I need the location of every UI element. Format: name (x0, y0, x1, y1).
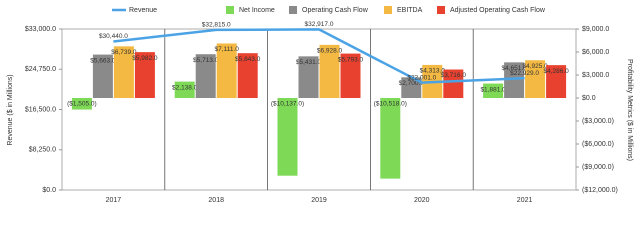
y-tick-label: $0.0 (42, 187, 56, 194)
bar (71, 98, 92, 110)
bar (216, 43, 237, 98)
y2-tick-label: ($9,000.0) (582, 164, 614, 171)
bar-value-label: ($10,137.0) (271, 101, 304, 108)
bar (504, 62, 525, 98)
legend-label: Revenue (129, 7, 157, 14)
y2-tick-label: ($6,000.0) (582, 141, 614, 148)
bar (237, 53, 258, 98)
legend-label: Operating Cash Flow (302, 7, 369, 14)
bar (546, 65, 567, 98)
legend-swatch (226, 6, 234, 14)
bar-value-label: $5,431.0 (296, 59, 322, 66)
bar (298, 56, 319, 98)
y-tick-label: $33,000.0 (25, 26, 56, 33)
bar-value-label: $4,286.0 (543, 68, 569, 75)
bar-value-label: $6,739.0 (111, 49, 137, 56)
x-tick-label: 2020 (414, 197, 430, 204)
y-axis-title: Revenue ($ in Millions) (7, 74, 14, 145)
x-tick-label: 2021 (517, 197, 533, 204)
bar-value-label: $4,651.0 (501, 65, 527, 72)
bar-value-label: $6,928.0 (317, 48, 343, 55)
y2-tick-label: $9,000.0 (582, 26, 609, 33)
bar (380, 98, 401, 179)
bar (134, 52, 155, 98)
y2-axis-title: Profitability Metrics ($ in Millions) (626, 59, 633, 161)
bar-value-label: $2,138.0 (172, 84, 198, 91)
bar (195, 54, 216, 98)
legend-swatch (289, 6, 297, 14)
bar-value-label: ($1,505.0) (67, 101, 97, 108)
line-value-label: $32,815.0 (202, 22, 231, 29)
bar-value-label: $7,111.0 (215, 46, 240, 53)
bar (92, 54, 113, 98)
x-tick-label: 2018 (208, 197, 224, 204)
y2-tick-label: ($3,000.0) (582, 118, 614, 125)
legend-swatch (437, 6, 445, 14)
bar (174, 81, 195, 98)
bar-value-label: $5,713.0 (193, 57, 219, 64)
y-tick-label: $8,250.0 (29, 147, 56, 154)
line-value-label: $22,929.0 (510, 70, 539, 77)
legend-label: EBITDA (397, 7, 423, 14)
bar-value-label: $4,313.0 (420, 68, 446, 75)
line (113, 28, 525, 84)
bar (483, 83, 504, 98)
bar-value-label: $5,793.0 (338, 56, 364, 63)
legend-label: Net Income (239, 7, 275, 14)
x-tick-label: 2017 (106, 197, 122, 204)
y-tick-label: $16,500.0 (25, 106, 56, 113)
line-value-label: $32,917.0 (305, 21, 334, 28)
x-tick-label: 2019 (311, 197, 327, 204)
bar-value-label: ($10,518.0) (374, 101, 407, 108)
bar-value-label: $5,843.0 (235, 56, 261, 63)
y2-tick-label: $6,000.0 (582, 49, 609, 56)
bar-value-label: $5,982.0 (132, 55, 158, 62)
bar (277, 98, 298, 176)
bar-value-label: $3,716.0 (441, 72, 467, 79)
y2-tick-label: $3,000.0 (582, 72, 609, 79)
bar-value-label: $2,700.0 (399, 80, 425, 87)
bar (113, 46, 134, 98)
bar (525, 60, 546, 98)
y-tick-label: $24,750.0 (25, 66, 56, 73)
y2-tick-label: $0.0 (582, 95, 596, 102)
bar (401, 77, 422, 98)
bar (340, 53, 361, 98)
line-value-label: $30,440.0 (99, 33, 128, 40)
bar-value-label: $4,925.0 (522, 63, 548, 70)
legend-swatch (384, 6, 392, 14)
line-value-label: $22,001.0 (407, 74, 436, 81)
y2-tick-label: ($12,000.0) (582, 187, 618, 194)
bar (319, 44, 340, 98)
chart: Revenue ($ in Millions) Profitability Me… (7, 6, 633, 204)
bar (443, 69, 464, 98)
bar-value-label: $5,663.0 (90, 57, 116, 64)
legend-label: Adjusted Operating Cash Flow (450, 7, 546, 14)
bar-value-label: $1,881.0 (480, 86, 506, 93)
